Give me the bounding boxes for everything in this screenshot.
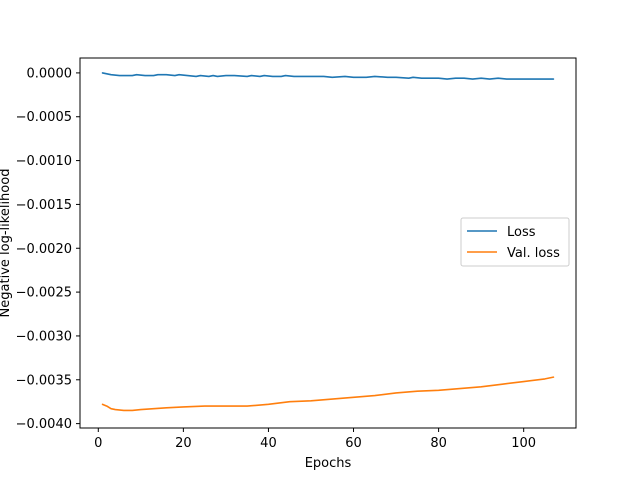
x-tick-label: 100 (511, 436, 536, 451)
legend-box (460, 217, 570, 267)
y-tick-label: −0.0025 (16, 286, 72, 301)
x-tick-label: 40 (260, 436, 277, 451)
y-tick-label: −0.0010 (16, 154, 72, 169)
y-tick-label: 0.0000 (27, 66, 73, 81)
x-tick-label: 80 (430, 436, 447, 451)
x-tick-label: 0 (94, 436, 102, 451)
y-axis-label: Negative log-likelihood (0, 169, 13, 318)
legend-label-loss: Loss (507, 225, 536, 240)
y-tick-label: −0.0030 (16, 329, 72, 344)
y-tick-label: −0.0040 (16, 417, 72, 432)
legend: Loss Val. loss (460, 217, 570, 267)
y-tick-label: −0.0035 (16, 373, 72, 388)
x-tick-label: 20 (175, 436, 192, 451)
y-tick-label: −0.0005 (16, 110, 72, 125)
series-line-loss (101, 72, 555, 80)
legend-label-val-loss: Val. loss (507, 246, 560, 261)
series-line-val-loss (101, 376, 555, 412)
series-layer (101, 72, 555, 412)
y-tick-label: −0.0015 (16, 198, 72, 213)
x-tick-label: 60 (345, 436, 362, 451)
ticks-layer: 0 20 40 60 80 100 0.0000 −0.0005 −0.0010 −0.0015 −… (16, 66, 536, 451)
y-tick-label: −0.0020 (16, 242, 72, 257)
x-axis-label: Epochs (305, 456, 352, 471)
plot-frame (79, 57, 577, 429)
